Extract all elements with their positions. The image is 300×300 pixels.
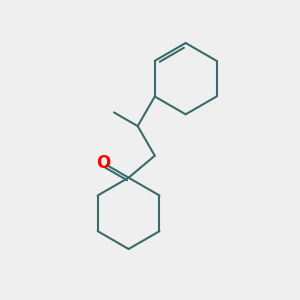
Text: O: O — [97, 154, 111, 172]
